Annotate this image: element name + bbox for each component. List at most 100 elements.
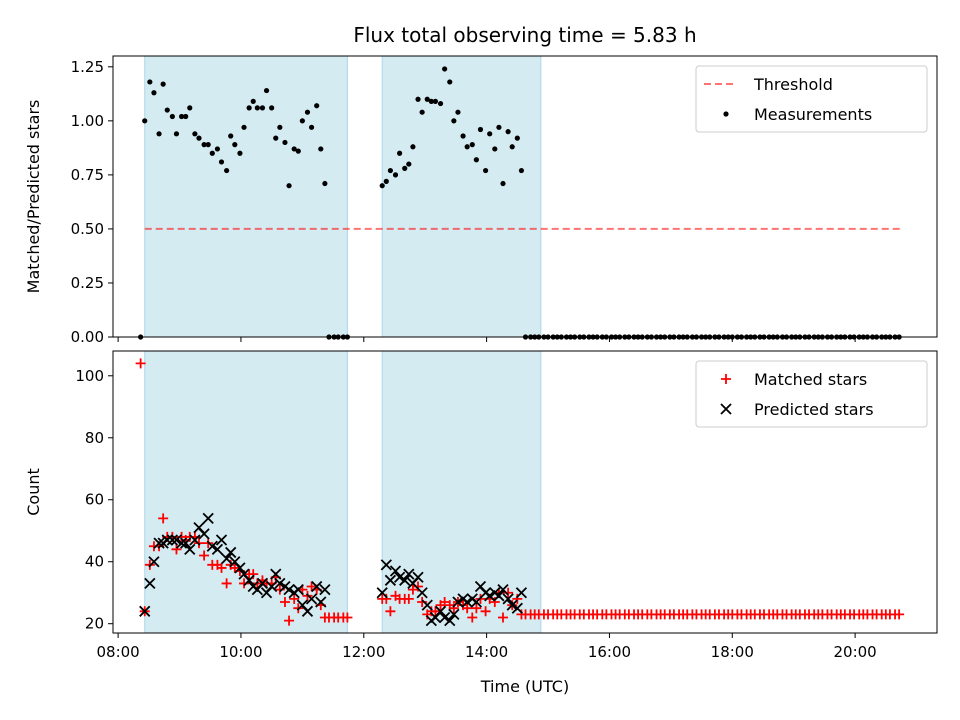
- y-tick-label: 0.00: [71, 328, 104, 346]
- predicted-point: [184, 543, 196, 555]
- measurement-point: [509, 144, 515, 150]
- matched-point: [229, 562, 240, 573]
- measurement-point: [246, 105, 252, 111]
- series-matched-stars: [135, 358, 905, 626]
- matched-point: [467, 612, 478, 623]
- measurement-point: [151, 90, 157, 96]
- measurement-point: [286, 183, 292, 189]
- y-tick-label: 0.75: [71, 166, 104, 184]
- measurement-point: [477, 126, 484, 133]
- matched-point: [306, 581, 317, 592]
- measurement-point: [383, 178, 389, 184]
- panel-1: 0.00 0.25 0.50 0.75 1.00 1.25 Matched/Predicte…: [24, 55, 938, 346]
- x-tick-label: 18:00: [711, 643, 754, 661]
- measurement-point: [322, 180, 328, 187]
- x-tick-label: 10:00: [219, 643, 262, 661]
- matched-point: [462, 603, 473, 614]
- measurement-point: [237, 150, 243, 156]
- measurement-point: [304, 109, 311, 115]
- predicted-point: [403, 568, 415, 580]
- predicted-point: [376, 587, 388, 599]
- measurement-point: [451, 118, 457, 124]
- matched-point: [894, 609, 905, 620]
- matched-point: [279, 597, 290, 608]
- predicted-point: [139, 605, 151, 617]
- measurement-point: [224, 167, 230, 174]
- predicted-point: [493, 590, 505, 602]
- x-tick-label: 08:00: [97, 643, 140, 661]
- measurement-point: [147, 79, 153, 85]
- matched-point: [216, 562, 227, 573]
- measurement-point: [410, 144, 416, 150]
- legend-box: [695, 360, 928, 428]
- predicted-point: [439, 611, 451, 624]
- measurement-point: [282, 139, 288, 146]
- predicted-point: [319, 583, 331, 596]
- measurement-point: [295, 148, 301, 154]
- measurement-point: [505, 129, 511, 135]
- predicted-point: [189, 534, 201, 546]
- measurement-point: [156, 131, 162, 137]
- measurement-point: [424, 96, 430, 102]
- predicted-point: [412, 571, 424, 583]
- measurement-point: [318, 146, 324, 152]
- matched-point: [439, 597, 450, 608]
- matched-point: [284, 615, 295, 626]
- measurement-point: [308, 124, 315, 130]
- measurement-point: [169, 113, 175, 120]
- legend-swatch: [720, 403, 732, 415]
- predicted-point: [283, 583, 295, 596]
- measurement-point: [455, 109, 461, 115]
- y-axis-label: Count: [24, 468, 43, 516]
- matched-point: [221, 578, 232, 589]
- measurement-point: [496, 124, 502, 130]
- matched-point: [239, 578, 250, 589]
- observing-span-2: [381, 55, 542, 338]
- x-tick-label: 12:00: [342, 643, 385, 661]
- predicted-point: [452, 596, 464, 608]
- matched-point: [403, 593, 414, 604]
- measurement-point: [173, 131, 180, 137]
- matched-point: [171, 544, 182, 555]
- matched-point: [480, 606, 491, 617]
- measurement-point: [314, 103, 320, 109]
- matched-point: [385, 606, 396, 617]
- measurement-point: [228, 133, 234, 139]
- predicted-point: [166, 534, 179, 546]
- measurement-point: [437, 100, 444, 107]
- x-tick-label: 16:00: [588, 643, 631, 661]
- y-axis-label: Matched/Predicted stars: [24, 100, 43, 294]
- predicted-point: [206, 540, 218, 552]
- measurement-point: [464, 144, 470, 150]
- measurement-point: [232, 142, 238, 148]
- measurement-point: [469, 142, 475, 148]
- predicted-point: [274, 577, 286, 590]
- predicted-point: [266, 580, 278, 593]
- measurement-point: [392, 172, 399, 178]
- predicted-point: [220, 552, 233, 565]
- measurement-point: [500, 180, 506, 187]
- predicted-point: [144, 577, 156, 590]
- predicted-point: [315, 596, 327, 608]
- predicted-point: [515, 587, 528, 599]
- measurement-point: [164, 107, 170, 113]
- predicted-point: [444, 614, 456, 627]
- measurement-point: [419, 109, 425, 115]
- plot-layer: 0.00 0.25 0.50 0.75 1.00 1.25 Matched/Predicte…: [24, 55, 938, 661]
- panel-2: 20 40 60 80 100 08:00 10:00 12:00 14:00 16:00 18:0…: [24, 350, 938, 661]
- predicted-point: [215, 534, 228, 546]
- observing-span-1: [144, 55, 348, 338]
- measurement-point: [291, 146, 297, 152]
- predicted-point: [470, 596, 483, 608]
- predicted-point: [497, 583, 509, 596]
- legend-entry: Predicted stars: [754, 400, 874, 419]
- predicted-point: [484, 590, 496, 602]
- y-tick-label: 0.25: [71, 274, 104, 292]
- measurement-point: [187, 105, 193, 111]
- x-axis-label: Time (UTC): [480, 677, 569, 696]
- predicted-point: [434, 605, 447, 617]
- measurement-point: [487, 131, 493, 137]
- predicted-point: [311, 580, 323, 593]
- predicted-point: [180, 537, 192, 549]
- measurement-point: [214, 146, 221, 152]
